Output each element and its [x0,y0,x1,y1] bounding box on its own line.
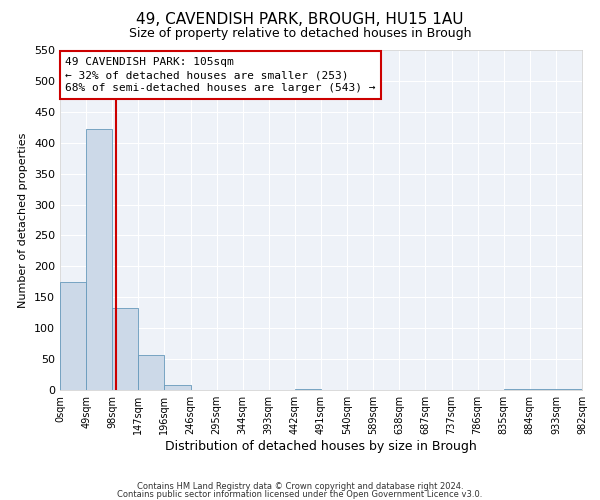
Bar [60,282,86,390]
Bar [164,385,191,390]
Bar [139,355,164,390]
Bar [112,308,139,390]
Text: 49 CAVENDISH PARK: 105sqm
← 32% of detached houses are smaller (253)
68% of semi: 49 CAVENDISH PARK: 105sqm ← 32% of detac… [65,57,376,93]
Bar [86,129,112,390]
Text: Size of property relative to detached houses in Brough: Size of property relative to detached ho… [129,28,471,40]
Bar [295,389,321,390]
Y-axis label: Number of detached properties: Number of detached properties [19,132,28,308]
Bar [504,389,583,390]
Text: Contains HM Land Registry data © Crown copyright and database right 2024.: Contains HM Land Registry data © Crown c… [137,482,463,491]
X-axis label: Distribution of detached houses by size in Brough: Distribution of detached houses by size … [165,440,477,453]
Text: 49, CAVENDISH PARK, BROUGH, HU15 1AU: 49, CAVENDISH PARK, BROUGH, HU15 1AU [136,12,464,28]
Text: Contains public sector information licensed under the Open Government Licence v3: Contains public sector information licen… [118,490,482,499]
